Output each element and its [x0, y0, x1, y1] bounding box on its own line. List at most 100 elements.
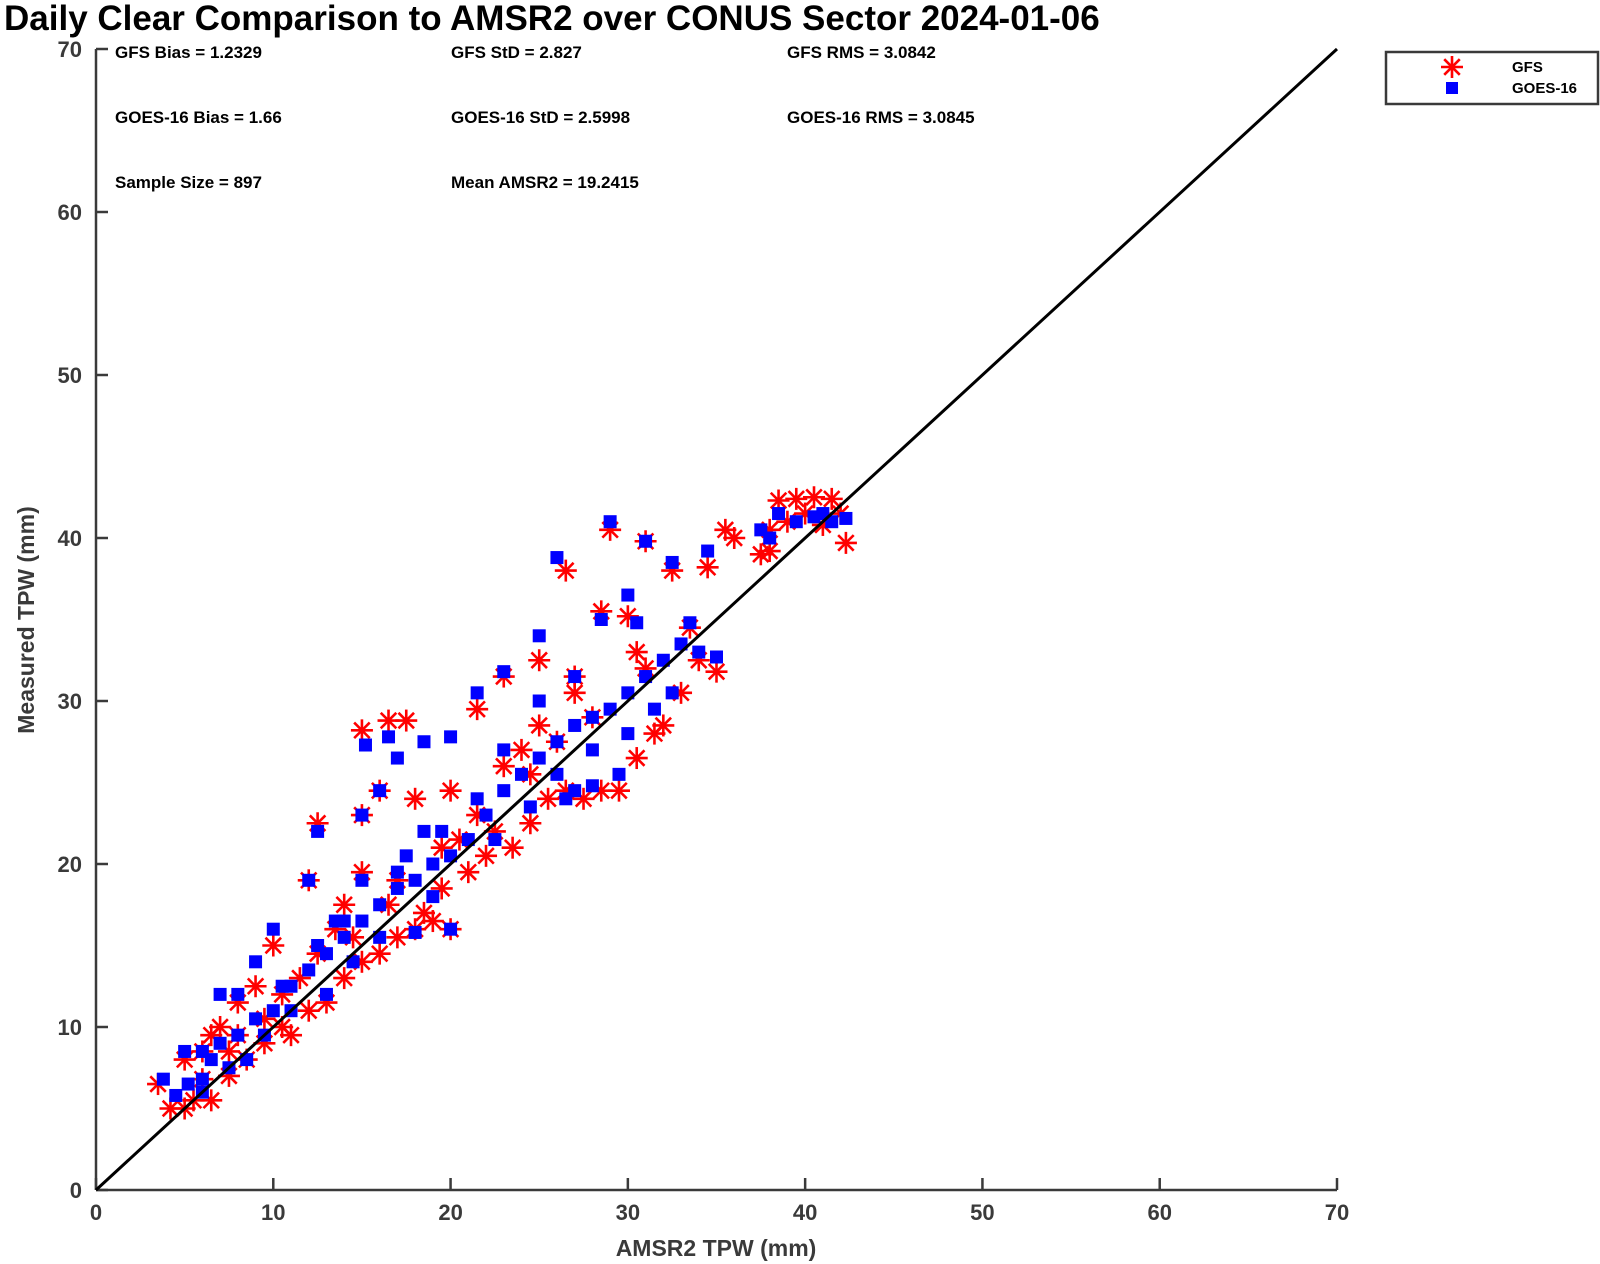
goes16-point [532, 751, 546, 765]
gfs-point [492, 755, 515, 778]
goes16-point [444, 730, 458, 744]
goes16-point [178, 1044, 192, 1058]
y-tick-label: 40 [58, 526, 82, 551]
gfs-point [412, 901, 435, 924]
chart-title: Daily Clear Comparison to AMSR2 over CON… [4, 0, 1100, 38]
gfs-point [466, 698, 489, 721]
gfs-point [714, 518, 737, 541]
goes16-point [390, 865, 404, 879]
goes16-point [337, 914, 351, 928]
goes16-point [213, 987, 227, 1001]
goes16-point [550, 735, 564, 749]
reference-line [94, 47, 1339, 1192]
gfs-point [333, 967, 356, 990]
legend-box [1384, 50, 1600, 106]
goes16-point [497, 743, 511, 757]
goes16-point [249, 1012, 263, 1026]
gfs-point [834, 531, 857, 554]
goes16-point [603, 515, 617, 529]
goes16-point [373, 784, 387, 798]
goes16-point [408, 925, 422, 939]
goes16-point [156, 1072, 170, 1086]
goes16-point [399, 849, 413, 863]
goes16-point [839, 511, 853, 525]
goes16-point [612, 767, 626, 781]
gfs-point [475, 844, 498, 867]
x-axis-label: AMSR2 TPW (mm) [616, 1235, 817, 1261]
goes16-point [426, 890, 440, 904]
goes16-point [231, 1028, 245, 1042]
gfs-point [297, 999, 320, 1022]
goes16-point [426, 857, 440, 871]
goes16-point [169, 1088, 183, 1102]
goes16-point [275, 979, 289, 993]
goes16-point [497, 784, 511, 798]
goes16-point [470, 686, 484, 700]
goes16-point [594, 613, 608, 626]
gfs-point [705, 660, 728, 683]
plot-area: 0 10 20 30 40 50 60 70 0 10 20 30 40 50 60 70 GFS Bias … [58, 37, 1350, 1225]
goes16-point [514, 767, 528, 781]
goes16-point [195, 1072, 209, 1086]
goes16-point [266, 1004, 280, 1018]
gfs-point [803, 486, 826, 509]
goes16-point [488, 833, 502, 847]
x-tick-label: 0 [90, 1200, 102, 1225]
gfs-point [510, 738, 533, 761]
x-tick-label: 20 [438, 1200, 462, 1225]
gfs-point [350, 719, 373, 742]
gfs-point [820, 487, 843, 510]
x-tick-label: 30 [616, 1200, 640, 1225]
x-tick-label: 50 [970, 1200, 994, 1225]
goes16-point [763, 531, 777, 545]
goes16-point [302, 873, 316, 887]
goes16-point [585, 743, 599, 757]
goes16-point [532, 629, 546, 643]
goes16-point [417, 824, 431, 838]
stat-text: GOES-16 RMS = 3.0845 [787, 108, 975, 127]
goes16-point [665, 686, 679, 700]
goes16-point [231, 987, 245, 1001]
goes16-point [337, 930, 351, 944]
gfs-point [501, 836, 524, 859]
gfs-point [554, 559, 577, 582]
goes16-point [470, 792, 484, 806]
gfs-point [785, 487, 808, 510]
goes16-point [195, 1044, 209, 1058]
legend-label: GOES-16 [1512, 80, 1577, 97]
stat-text: GOES-16 Bias = 1.66 [115, 108, 282, 127]
y-tick-label: 0 [70, 1178, 82, 1203]
gfs-point [696, 556, 719, 579]
gfs-point [386, 926, 409, 949]
gfs-point [377, 709, 400, 732]
data-points [147, 486, 857, 1120]
goes16-point [701, 544, 715, 558]
gfs-point [625, 747, 648, 770]
goes16-point [311, 824, 325, 838]
gfs-point [244, 975, 267, 998]
gfs-point [607, 779, 630, 802]
goes16-point [417, 735, 431, 749]
y-tick-label: 10 [58, 1015, 82, 1040]
goes16-point [373, 898, 387, 912]
legend-gfs-marker [1441, 56, 1463, 78]
gfs-point [262, 934, 285, 957]
y-tick-label: 20 [58, 852, 82, 877]
goes16-point [390, 751, 404, 765]
goes16-point [355, 808, 369, 822]
goes16-point [390, 881, 404, 895]
goes16-point [497, 665, 511, 679]
goes16-point [621, 727, 635, 741]
goes16-point [319, 987, 333, 1001]
gfs-point [333, 893, 356, 916]
x-tick-label: 70 [1325, 1200, 1349, 1225]
goes16-point [479, 808, 493, 822]
axis-ticks: 0 10 20 30 40 50 60 70 0 10 20 30 40 50 60 70 [58, 37, 1350, 1225]
stat-text: GFS Bias = 1.2329 [115, 43, 262, 62]
y-tick-label: 30 [58, 689, 82, 714]
y-axis-label: Measured TPW (mm) [13, 506, 39, 733]
goes16-point [523, 800, 537, 814]
stat-text: Sample Size = 897 [115, 173, 262, 192]
goes16-point [266, 922, 280, 936]
